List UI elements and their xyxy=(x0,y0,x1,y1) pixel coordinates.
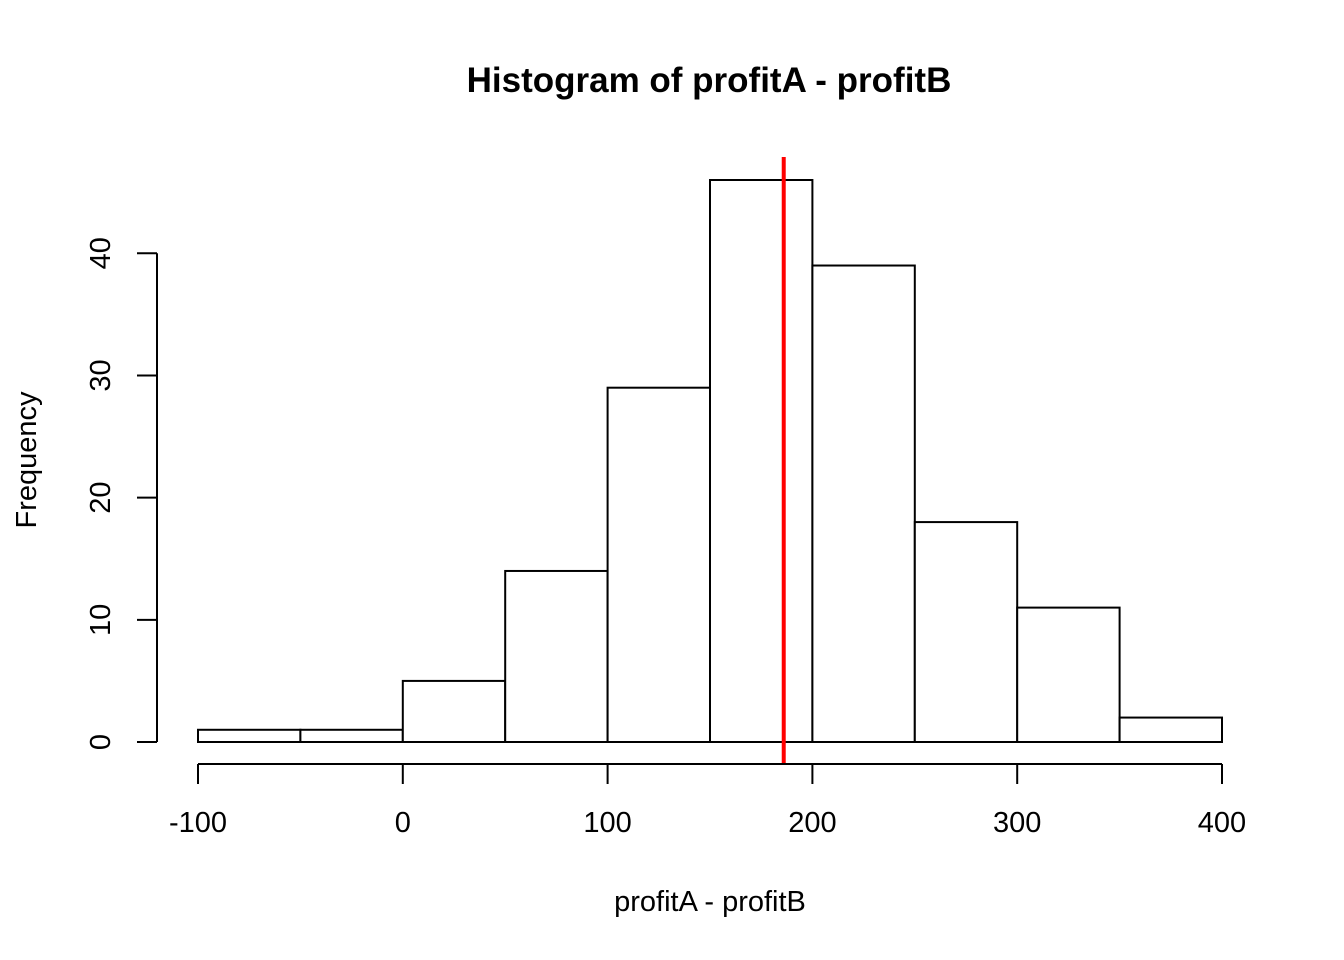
histogram-bar xyxy=(913,521,1019,744)
histogram-bar xyxy=(504,569,609,744)
x-tick-label: 300 xyxy=(993,807,1041,839)
y-tick-label: 0 xyxy=(85,734,117,750)
y-tick-label: 20 xyxy=(85,482,117,514)
histogram-bar xyxy=(197,728,302,743)
histogram-bar xyxy=(1118,716,1223,744)
histogram-bars xyxy=(197,179,1223,744)
histogram-bar xyxy=(1016,606,1121,744)
y-tick-label: 10 xyxy=(85,604,117,636)
x-axis: -100 0 100 200 300 400 xyxy=(169,763,1246,839)
histogram-bar xyxy=(401,679,507,743)
histogram-bar xyxy=(299,728,404,743)
y-axis-label: Frequency xyxy=(11,391,43,529)
x-tick-label: 0 xyxy=(395,807,411,839)
y-axis: 0 10 20 30 40 xyxy=(85,237,158,750)
x-tick-label: -100 xyxy=(169,807,227,839)
histogram-bar xyxy=(811,264,916,743)
y-tick-label: 40 xyxy=(85,237,117,269)
x-tick-label: 400 xyxy=(1198,807,1246,839)
x-tick-label: 200 xyxy=(788,807,836,839)
y-tick-label: 30 xyxy=(85,359,117,391)
x-axis-label: profitA - profitB xyxy=(614,886,806,918)
x-tick-label: 100 xyxy=(583,807,631,839)
histogram-bar xyxy=(606,386,711,743)
chart-title: Histogram of profitA - profitB xyxy=(467,61,952,100)
histogram-bar xyxy=(709,179,814,743)
